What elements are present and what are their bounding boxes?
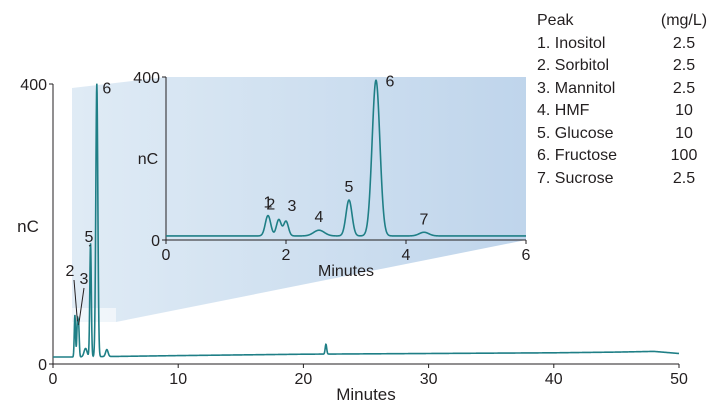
peak-label: 3 [288, 198, 297, 215]
main-x-axis-title: Minutes [336, 385, 396, 402]
peak-table-row: 6. Fructose 100 [537, 145, 709, 168]
main-x-tick-label: 30 [420, 371, 438, 388]
main-x-ticks: 0 10 20 30 40 50 [49, 364, 688, 388]
peak-table-row: 7. Sucrose 2.5 [537, 168, 709, 191]
peak-concentration: 2.5 [672, 169, 696, 187]
peak-name: 2. Sorbitol [537, 57, 610, 74]
main-y-tick-label: 400 [20, 77, 47, 94]
peak-leader-line [78, 287, 85, 326]
inset-trace [166, 79, 526, 237]
inset-peak-labels: 12 3 4 5 6 7 [264, 73, 429, 228]
peak-table-row: 1. Inositol 2.5 [537, 33, 709, 56]
peak-label: 2 [66, 263, 75, 280]
peak-label: 5 [345, 179, 354, 196]
main-peak-labels: 2 3 5 6 [66, 81, 111, 326]
peak-name: 3. Mannitol [537, 79, 616, 97]
main-x-tick-label: 10 [169, 371, 187, 388]
peak-header-label: Peak [537, 12, 574, 29]
peak-table-row: 3. Mannitol 2.5 [537, 78, 709, 101]
peak-concentration: 10 [675, 102, 693, 119]
inset-x-tick-label: 2 [282, 247, 291, 264]
inset-x-tick-label: 0 [162, 247, 171, 264]
main-x-tick-label: 50 [670, 371, 688, 388]
peak-concentration: 2.5 [672, 79, 696, 97]
main-x-tick-label: 20 [295, 371, 313, 388]
peak-label: 5 [85, 229, 94, 246]
inset-y-axis-title: nC [138, 151, 158, 168]
concentration-header-label: (mg/L) [660, 12, 708, 29]
inset-y-ticks: 0 400 [133, 70, 166, 250]
main-x-tick-label: 0 [49, 371, 58, 388]
peak-name: 6. Fructose [537, 147, 618, 164]
peak-table-row: 4. HMF 10 [537, 100, 709, 123]
peak-name: 1. Inositol [537, 34, 606, 52]
peak-name: 4. HMF [537, 102, 590, 119]
peak-table-header: Peak (mg/L) [537, 10, 709, 33]
inset-x-axis-title: Minutes [318, 263, 374, 280]
main-x-tick-label: 40 [545, 371, 563, 388]
main-y-ticks: 0 400 [20, 77, 53, 374]
peak-concentration: 100 [670, 147, 698, 164]
inset-y-tick-label: 0 [151, 233, 160, 250]
peak-label: 1 [264, 195, 273, 212]
peak-concentration: 10 [675, 124, 693, 142]
peak-table-row: 2. Sorbitol 2.5 [537, 55, 709, 78]
main-trace [53, 83, 680, 358]
peak-name: 7. Sucrose [537, 169, 614, 187]
peak-leader-line [88, 244, 91, 247]
zoom-region-marker [70, 308, 116, 324]
peak-label: 3 [80, 271, 89, 288]
peak-table: Peak (mg/L) 1. Inositol 2.5 2. Sorbitol … [537, 10, 709, 190]
peak-label: 6 [386, 73, 395, 90]
peak-concentration: 2.5 [672, 34, 696, 52]
main-y-axis-title: nC [17, 217, 39, 236]
inset-y-tick-label: 400 [133, 70, 160, 87]
peak-name: 5. Glucose [537, 124, 614, 142]
peak-label: 6 [102, 81, 111, 98]
peak-table-row: 5. Glucose 10 [537, 123, 709, 146]
main-y-tick-label: 0 [38, 357, 47, 374]
inset-x-ticks: 0 2 4 6 [162, 240, 531, 264]
zoom-wedge [72, 77, 526, 322]
peak-concentration: 2.5 [672, 57, 696, 74]
peak-leader-line [73, 279, 78, 322]
peak-label: 7 [420, 211, 429, 228]
peak-label: 2 [266, 196, 275, 213]
inset-x-tick-label: 6 [522, 247, 531, 264]
inset-x-tick-label: 4 [402, 247, 411, 264]
peak-label: 4 [315, 209, 324, 226]
